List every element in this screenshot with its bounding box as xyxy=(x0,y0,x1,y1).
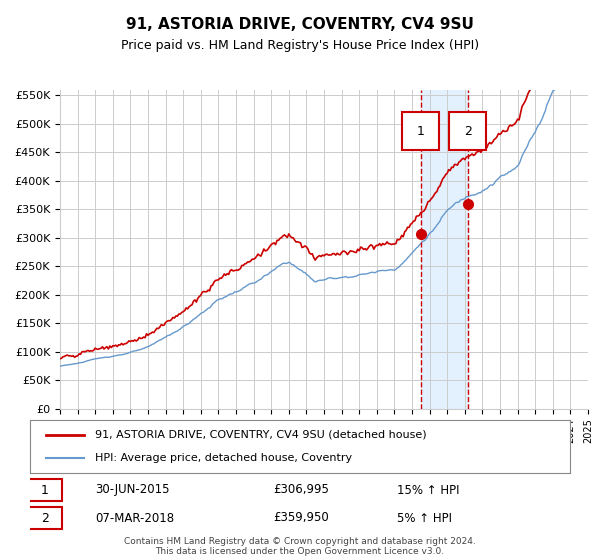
Text: HPI: Average price, detached house, Coventry: HPI: Average price, detached house, Cove… xyxy=(95,453,352,463)
Text: £306,995: £306,995 xyxy=(273,483,329,497)
Text: 07-MAR-2018: 07-MAR-2018 xyxy=(95,511,174,525)
Text: Contains HM Land Registry data © Crown copyright and database right 2024.: Contains HM Land Registry data © Crown c… xyxy=(124,537,476,546)
Text: 91, ASTORIA DRIVE, COVENTRY, CV4 9SU (detached house): 91, ASTORIA DRIVE, COVENTRY, CV4 9SU (de… xyxy=(95,430,427,440)
Text: 2: 2 xyxy=(41,511,49,525)
FancyBboxPatch shape xyxy=(449,112,486,150)
Text: 1: 1 xyxy=(41,483,49,497)
FancyBboxPatch shape xyxy=(28,479,62,501)
Bar xyxy=(421,90,468,409)
Text: Price paid vs. HM Land Registry's House Price Index (HPI): Price paid vs. HM Land Registry's House … xyxy=(121,39,479,52)
Text: 2: 2 xyxy=(464,124,472,138)
Text: 5% ↑ HPI: 5% ↑ HPI xyxy=(397,511,452,525)
Text: This data is licensed under the Open Government Licence v3.0.: This data is licensed under the Open Gov… xyxy=(155,547,445,556)
Text: £359,950: £359,950 xyxy=(273,511,329,525)
Text: 1: 1 xyxy=(417,124,425,138)
FancyBboxPatch shape xyxy=(28,507,62,529)
FancyBboxPatch shape xyxy=(403,112,439,150)
Text: 91, ASTORIA DRIVE, COVENTRY, CV4 9SU: 91, ASTORIA DRIVE, COVENTRY, CV4 9SU xyxy=(126,17,474,32)
Text: 15% ↑ HPI: 15% ↑ HPI xyxy=(397,483,460,497)
Text: 30-JUN-2015: 30-JUN-2015 xyxy=(95,483,169,497)
